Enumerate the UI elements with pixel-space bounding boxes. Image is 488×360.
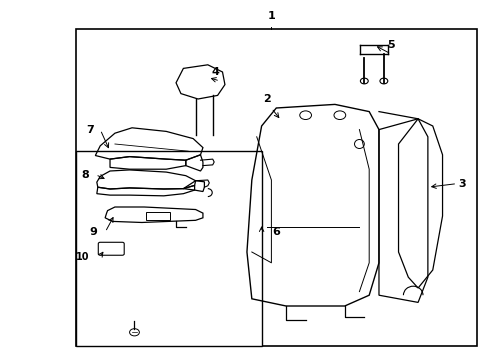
Text: 2: 2 [262,94,270,104]
Bar [76,29,476,346]
Text: 4: 4 [211,67,219,77]
Text: 6: 6 [272,227,280,237]
Text: 9: 9 [89,227,97,237]
Text: 1: 1 [267,11,275,21]
Bar [145,212,170,220]
Bar [76,151,261,346]
Text: 7: 7 [86,125,94,135]
Text: 5: 5 [386,40,394,50]
Text: 10: 10 [76,252,90,262]
Text: 8: 8 [81,170,89,180]
Text: 3: 3 [457,179,465,189]
